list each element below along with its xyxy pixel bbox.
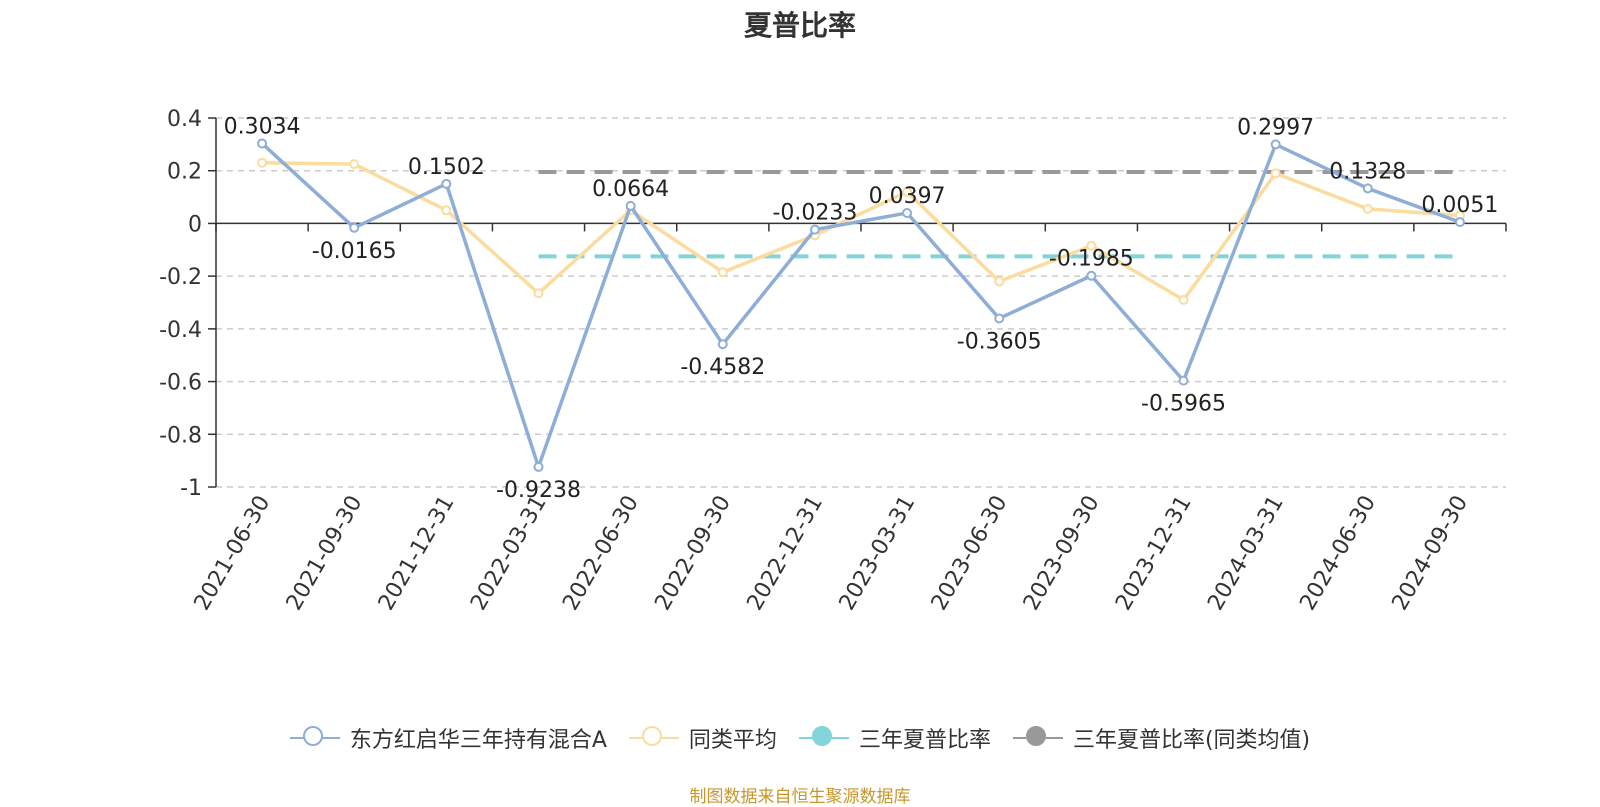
data-label: 0.0397 (869, 184, 946, 209)
data-point (1362, 203, 1373, 214)
data-point (1270, 139, 1281, 150)
x-tick-label: 2023-03-31 (835, 492, 921, 615)
data-label: 0.2997 (1237, 115, 1314, 140)
data-point (1362, 183, 1373, 194)
x-tick-label: 2024-03-31 (1203, 492, 1289, 615)
x-tick-label: 2021-09-30 (282, 492, 368, 615)
data-point (533, 461, 544, 472)
data-point (441, 205, 452, 216)
data-point (1270, 168, 1281, 179)
x-tick-label: 2021-12-31 (374, 492, 460, 615)
y-tick-label: -0.2 (159, 265, 202, 290)
y-tick-label: -0.6 (159, 371, 202, 396)
data-label: -0.1985 (1049, 247, 1134, 272)
legend-item-three-year-sharpe[interactable]: 三年夏普比率 (798, 722, 991, 754)
data-point (349, 159, 360, 170)
legend-item-peer-average[interactable]: 同类平均 (628, 722, 777, 754)
y-tick-label: -0.4 (159, 318, 202, 343)
data-label: 0.3034 (224, 114, 301, 139)
data-label: 0.1502 (408, 155, 485, 180)
legend: 东方红启华三年持有混合A 同类平均 三年夏普比率 三年夏普比率(同类均值) (0, 722, 1600, 754)
data-point (809, 224, 820, 235)
data-point (1454, 217, 1465, 228)
y-tick-label: -0.8 (159, 423, 202, 448)
series-line (260, 142, 1461, 469)
data-point (1178, 375, 1189, 386)
legend-item-fund[interactable]: 东方红启华三年持有混合A (289, 722, 607, 754)
data-point (902, 186, 913, 197)
chart-title: 夏普比率 (743, 9, 856, 42)
x-tick-label: 2024-06-30 (1295, 492, 1381, 615)
x-tick-label: 2023-12-31 (1111, 492, 1197, 615)
x-tick-label: 2022-12-31 (743, 492, 829, 615)
legend-marker-peer-average (628, 725, 679, 751)
x-tick-label: 2023-09-30 (1019, 492, 1105, 615)
legend-label-three-year-sharpe-peer: 三年夏普比率(同类均值) (1072, 728, 1311, 753)
data-point (257, 138, 268, 149)
data-label: -0.5965 (1141, 392, 1226, 417)
x-tick-label: 2022-03-31 (466, 492, 552, 615)
data-label: 0.1328 (1329, 159, 1406, 184)
data-point (1086, 240, 1097, 251)
legend-label-fund: 东方红启华三年持有混合A (349, 728, 607, 753)
data-point (533, 288, 544, 299)
y-tick-label: 0.4 (167, 107, 202, 132)
x-tick-label: 2024-09-30 (1388, 492, 1474, 615)
legend-marker-three-year-sharpe (798, 725, 849, 751)
data-point (1086, 270, 1097, 281)
y-tick-label: 0.2 (167, 160, 202, 185)
legend-label-peer-average: 同类平均 (688, 728, 777, 753)
data-point (994, 313, 1005, 324)
x-tick-label: 2022-06-30 (558, 492, 644, 615)
legend-label-three-year-sharpe: 三年夏普比率 (858, 728, 991, 753)
data-point (902, 207, 913, 218)
x-tick-label: 2021-06-30 (190, 492, 276, 615)
data-point (625, 200, 636, 211)
data-point (257, 157, 268, 168)
data-point (717, 267, 728, 278)
legend-marker-fund (289, 725, 340, 751)
data-label: 0.0664 (592, 177, 669, 202)
x-tick-label: 2022-09-30 (650, 492, 736, 615)
series-line (262, 161, 1461, 302)
y-tick-label: -1 (180, 476, 202, 501)
data-label: -0.0165 (312, 239, 397, 264)
data-label: -0.9238 (496, 478, 581, 503)
data-label: 0.0051 (1421, 193, 1498, 218)
data-point (1178, 294, 1189, 305)
data-point (994, 276, 1005, 287)
y-tick-label: 0 (188, 212, 202, 237)
legend-marker-three-year-sharpe-peer (1012, 725, 1063, 751)
x-tick-label: 2023-06-30 (927, 492, 1013, 615)
data-source-note: 制图数据来自恒生聚源数据库 (689, 787, 911, 807)
legend-item-three-year-sharpe-peer[interactable]: 三年夏普比率(同类均值) (1012, 722, 1311, 754)
data-label: -0.0233 (772, 201, 857, 226)
data-point (349, 222, 360, 233)
data-label: -0.3605 (957, 329, 1042, 354)
data-point (717, 339, 728, 350)
data-label: -0.4582 (680, 355, 765, 380)
data-point (441, 178, 452, 189)
